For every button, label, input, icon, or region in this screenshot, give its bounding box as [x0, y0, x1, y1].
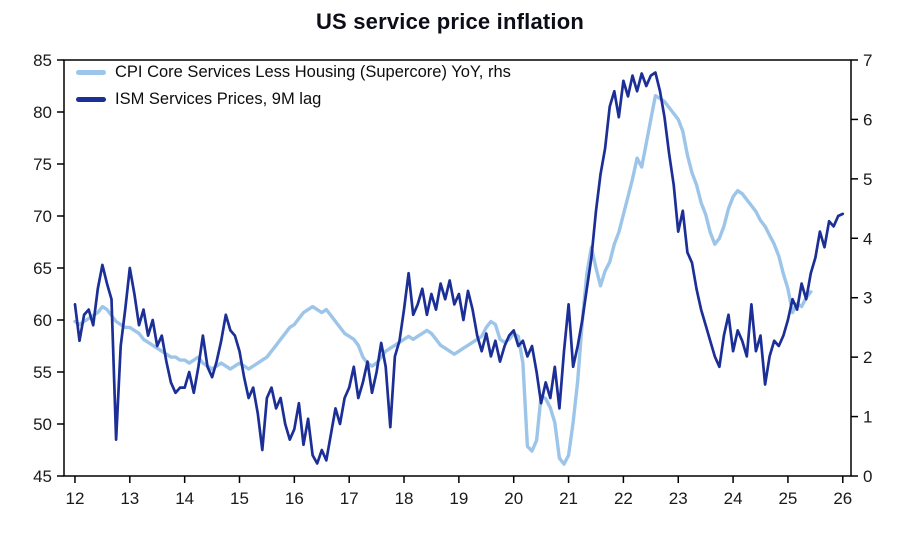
- y-right-tick-label: 5: [863, 170, 872, 189]
- x-tick-label: 19: [449, 489, 468, 508]
- y-left-tick-label: 60: [33, 311, 52, 330]
- x-tick-label: 24: [724, 489, 743, 508]
- legend-item-supercore: CPI Core Services Less Housing (Supercor…: [76, 63, 511, 82]
- y-right-tick-label: 3: [863, 289, 872, 308]
- chart-title: US service price inflation: [315, 9, 585, 34]
- x-tick-label: 25: [778, 489, 797, 508]
- y-left-tick-label: 75: [33, 155, 52, 174]
- legend-item-ism: ISM Services Prices, 9M lag: [76, 90, 511, 109]
- y-left-tick-label: 65: [33, 259, 52, 278]
- y-left-tick-label: 70: [33, 207, 52, 226]
- supercore-line-swatch: [76, 70, 106, 75]
- y-right-tick-label: 2: [863, 348, 872, 367]
- ism-line: [73, 71, 845, 465]
- y-right-tick-label: 4: [863, 229, 872, 248]
- x-tick-label: 16: [285, 489, 304, 508]
- x-tick-label: 23: [669, 489, 688, 508]
- y-left-tick-label: 55: [33, 363, 52, 382]
- x-tick-label: 18: [395, 489, 414, 508]
- y-right-tick-label: 0: [863, 467, 872, 486]
- x-tick-label: 12: [66, 489, 85, 508]
- x-tick-label: 26: [833, 489, 852, 508]
- y-right-tick-label: 6: [863, 110, 872, 129]
- legend-label-supercore: CPI Core Services Less Housing (Supercor…: [115, 63, 511, 81]
- y-right-tick-label: 7: [863, 51, 872, 70]
- y-right-tick-label: 1: [863, 408, 872, 427]
- y-left-tick-label: 50: [33, 415, 52, 434]
- x-tick-label: 13: [120, 489, 139, 508]
- y-left-tick-label: 85: [33, 51, 52, 70]
- x-tick-label: 17: [340, 489, 359, 508]
- x-tick-label: 21: [559, 489, 578, 508]
- x-tick-label: 14: [175, 489, 194, 508]
- legend: CPI Core Services Less Housing (Supercor…: [76, 63, 511, 109]
- plot-frame: [63, 59, 852, 477]
- y-left-tick-label: 45: [33, 467, 52, 486]
- ism-line-swatch: [76, 97, 106, 102]
- x-tick-label: 15: [230, 489, 249, 508]
- y-left-tick-label: 80: [33, 103, 52, 122]
- x-tick-label: 22: [614, 489, 633, 508]
- x-tick-label: 20: [504, 489, 523, 508]
- legend-label-ism: ISM Services Prices, 9M lag: [115, 90, 322, 108]
- supercore-line: [73, 93, 813, 466]
